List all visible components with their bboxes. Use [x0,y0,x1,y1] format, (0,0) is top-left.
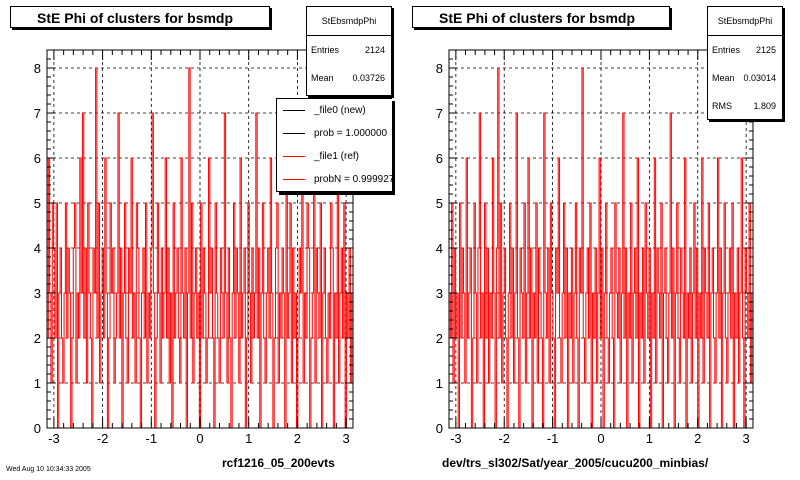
y-tick-label: 3 [34,286,41,301]
stats-box-left: StEbsmdpPhi Entries 2124 Mean 0.03726 [306,6,392,96]
y-tick-label: 7 [436,106,443,121]
x-tick-label: -3 [48,431,60,446]
y-tick-label: 0 [436,421,443,436]
y-tick-label: 1 [34,376,41,391]
stats-name: StEbsmdpPhi [307,7,391,36]
stats-mean-value: 0.03726 [352,73,385,83]
legend-label: probN = 0.999927 [314,174,392,185]
x-tick-label: 1 [245,431,252,446]
y-tick-label: 3 [436,286,443,301]
x-tick-label: 2 [294,431,301,446]
legend-entry: probN = 0.999927 [277,168,392,191]
x-tick-label: -1 [146,431,158,446]
stats-row-mean: Mean 0.03014 [708,64,782,92]
stats-entries-label: Entries [712,45,741,55]
plot-title-left: StE Phi of clusters for bsmdp [10,6,270,28]
x-tick-label: 0 [196,431,203,446]
stats-entries-value: 2125 [755,45,776,55]
x-tick-label: -2 [498,431,510,446]
y-tick-label: 5 [34,196,41,211]
y-tick-label: 8 [436,61,443,76]
y-tick-label: 1 [436,376,443,391]
stats-entries-label: Entries [311,45,340,55]
y-tick-label: 0 [34,421,41,436]
stats-rms-value: 1.809 [753,101,776,111]
stats-mean-value: 0.03014 [743,73,776,83]
legend-left: _file0 (new) prob = 1.000000 _file1 (ref… [276,98,392,192]
x-tick-label: 3 [743,431,750,446]
stats-row-rms: RMS 1.809 [708,92,782,120]
stats-box-right: StEbsmdpPhi Entries 2125 Mean 0.03014 RM… [707,6,783,120]
legend-line-icon [283,110,305,111]
x-tick-label: 1 [646,431,653,446]
x-tick-label: -1 [547,431,559,446]
x-tick-label: -3 [450,431,462,446]
legend-label: _file0 (new) [314,105,366,116]
legend-entry: _file1 (ref) [277,145,392,168]
y-tick-label: 6 [34,151,41,166]
legend-entry: _file0 (new) [277,99,392,122]
x-tick-label: 3 [342,431,349,446]
x-caption-right: dev/trs_sl302/Sat/year_2005/cucu200_minb… [442,456,709,470]
stats-mean-label: Mean [712,73,735,83]
x-tick-label: 2 [694,431,701,446]
legend-label: _file1 (ref) [314,151,360,162]
stats-row-mean: Mean 0.03726 [307,64,391,92]
legend-line-icon [283,179,305,180]
y-tick-label: 2 [34,331,41,346]
stats-mean-label: Mean [311,73,334,83]
y-tick-label: 8 [34,61,41,76]
stats-rms-label: RMS [712,101,732,111]
y-tick-label: 7 [34,106,41,121]
legend-label: prob = 1.000000 [314,128,388,139]
stats-row-entries: Entries 2124 [307,36,391,64]
stats-entries-value: 2124 [364,45,385,55]
legend-line-icon [283,133,305,134]
stats-name: StEbsmdpPhi [708,7,782,36]
y-tick-label: 2 [436,331,443,346]
x-tick-label: -2 [97,431,109,446]
y-tick-label: 4 [436,241,443,256]
timestamp-footer: Wed Aug 10 10:34:33 2005 [6,466,91,473]
plot-title-right: StE Phi of clusters for bsmdp [412,6,670,28]
histogram-series [448,67,754,429]
y-tick-label: 5 [436,196,443,211]
y-tick-label: 4 [34,241,41,256]
stats-row-entries: Entries 2125 [708,36,782,64]
x-caption-left: rcf1216_05_200evts [222,456,335,470]
y-tick-label: 6 [436,151,443,166]
x-tick-label: 0 [597,431,604,446]
legend-entry: prob = 1.000000 [277,122,392,145]
legend-line-icon [283,156,305,157]
